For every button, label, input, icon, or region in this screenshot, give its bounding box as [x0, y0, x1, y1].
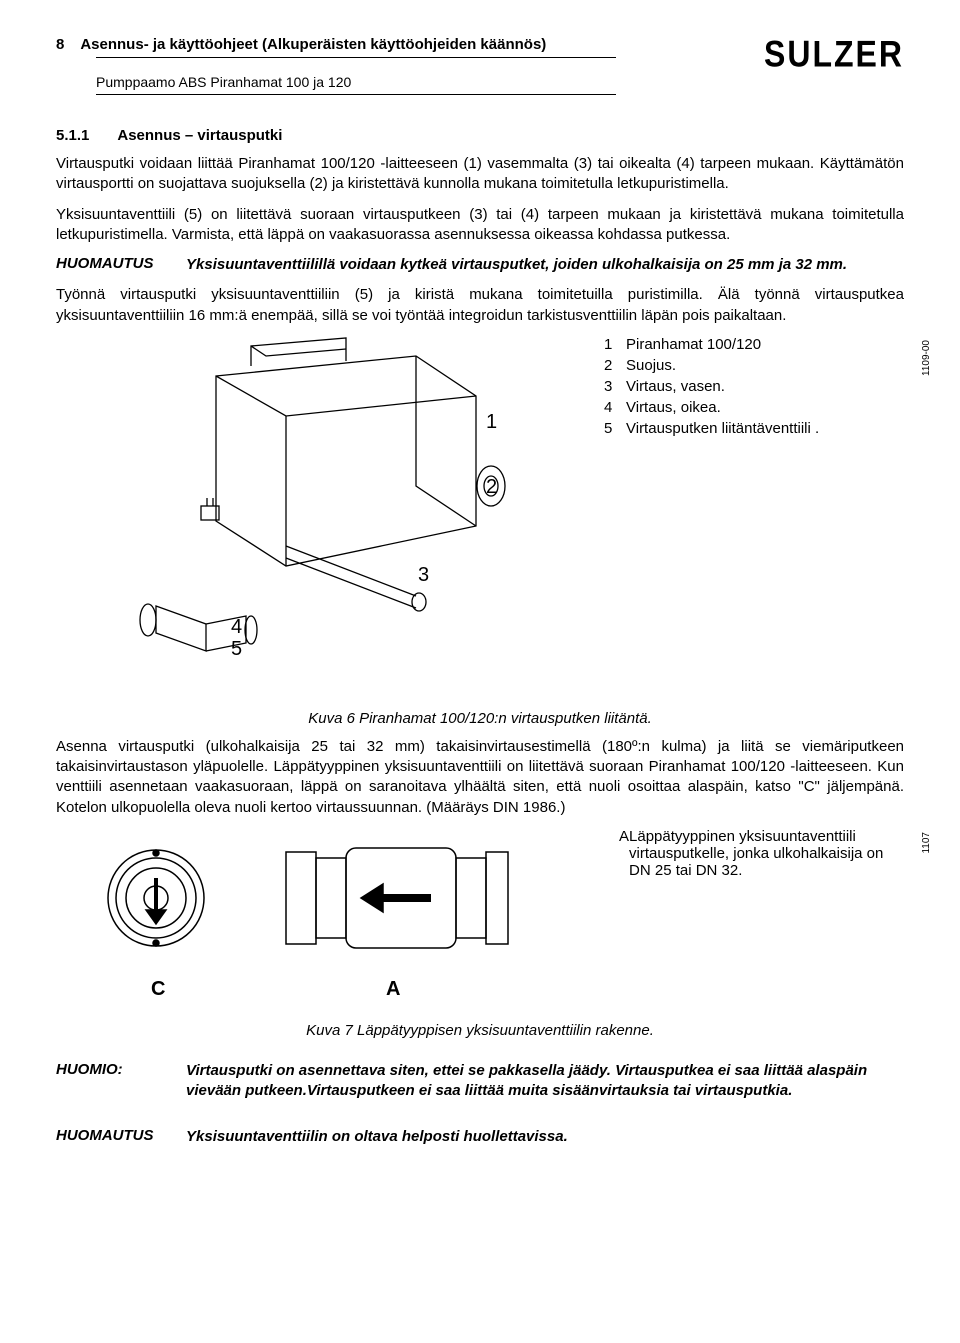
fig6-label-5: 5: [231, 638, 242, 661]
paragraph-4: Asenna virtausputki (ulkohalkaisija 25 t…: [56, 737, 904, 818]
huomautus-2: HUOMAUTUS Yksisuuntaventtiilin on oltava…: [56, 1127, 904, 1147]
header-rule-2: [96, 94, 616, 95]
header-left: 8 Asennus- ja käyttöohjeet (Alkuperäiste…: [56, 36, 616, 105]
note-1-label: HUOMAUTUS: [56, 255, 186, 275]
fig7-legend-label: A: [619, 828, 629, 879]
header-top-line: 8 Asennus- ja käyttöohjeet (Alkuperäiste…: [56, 36, 616, 53]
fig6-caption: Kuva 6 Piranhamat 100/120:n virtausputke…: [56, 710, 904, 727]
legend-text: Suojus.: [626, 357, 676, 374]
note-1: HUOMAUTUS Yksisuuntaventtiilillä voidaan…: [56, 255, 904, 275]
section-heading: Asennus – virtausputki: [117, 127, 282, 144]
fig6-label-3: 3: [418, 564, 429, 587]
page-number: 8: [56, 36, 64, 53]
huomio-body: Virtausputki on asennettava siten, ettei…: [186, 1061, 904, 1102]
fig6-legend: 1Piranhamat 100/120 2Suojus. 3Virtaus, v…: [604, 336, 904, 441]
legend-text: Virtaus, oikea.: [626, 399, 721, 416]
legend-text: Virtaus, vasen.: [626, 378, 725, 395]
fig7-legend: A Läppätyyppinen yksisuuntaventtiili vir…: [619, 828, 904, 879]
huomautus-2-label: HUOMAUTUS: [56, 1127, 186, 1147]
fig7-caption: Kuva 7 Läppätyyppisen yksisuuntaventtiil…: [56, 1022, 904, 1039]
header-title: Asennus- ja käyttöohjeet (Alkuperäisten …: [80, 36, 546, 53]
fig7-legend-text: Läppätyyppinen yksisuuntaventtiili virta…: [629, 828, 904, 879]
paragraph-1: Virtausputki voidaan liittää Piranhamat …: [56, 154, 904, 195]
legend-num: 4: [604, 399, 626, 416]
huomautus-2-body: Yksisuuntaventtiilin on oltava helposti …: [186, 1127, 568, 1147]
figure-7-diagram: [86, 828, 556, 998]
fig7-label-c: C: [151, 978, 165, 1001]
legend-num: 3: [604, 378, 626, 395]
legend-num: 2: [604, 357, 626, 374]
legend-text: Piranhamat 100/120: [626, 336, 761, 353]
huomio-note: HUOMIO: Virtausputki on asennettava site…: [56, 1061, 904, 1102]
sulzer-logo: SULZER: [764, 33, 904, 76]
legend-num: 1: [604, 336, 626, 353]
section-title: 5.1.1 Asennus – virtausputki: [56, 127, 904, 144]
header-subtitle: Pumppaamo ABS Piranhamat 100 ja 120: [96, 74, 616, 90]
figure-6-diagram: [86, 336, 556, 696]
legend-num: 5: [604, 420, 626, 437]
section-number: 5.1.1: [56, 127, 89, 144]
paragraph-3: Työnnä virtausputki yksisuuntaventtiilii…: [56, 285, 904, 326]
fig7-label-a: A: [386, 978, 400, 1001]
figure-7: C A A Läppätyyppinen yksisuuntaventtiili…: [56, 828, 904, 1018]
note-1-body: Yksisuuntaventtiilillä voidaan kytkeä vi…: [186, 255, 847, 275]
page-header: 8 Asennus- ja käyttöohjeet (Alkuperäiste…: [56, 36, 904, 105]
fig7-side-code: 1107: [921, 832, 932, 854]
header-rule: [96, 57, 616, 58]
fig6-label-2: 2: [486, 476, 497, 499]
fig6-label-1: 1: [486, 411, 497, 434]
legend-text: Virtausputken liitäntäventtiili .: [626, 420, 819, 437]
figure-6: 1 2 3 4 5 1Piranhamat 100/120 2Suojus. 3…: [56, 336, 904, 706]
fig6-side-code: 1109-00: [921, 340, 932, 376]
paragraph-2: Yksisuuntaventtiili (5) on liitettävä su…: [56, 205, 904, 246]
fig6-label-4: 4: [231, 616, 242, 639]
huomio-label: HUOMIO:: [56, 1061, 186, 1102]
